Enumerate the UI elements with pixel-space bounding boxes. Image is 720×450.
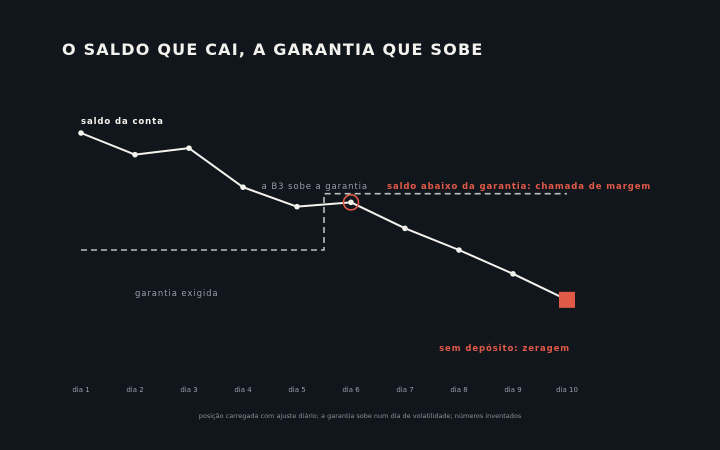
data-point xyxy=(294,203,300,210)
footnote: posição carregada com ajuste diário; a g… xyxy=(199,412,522,420)
data-point xyxy=(186,145,192,151)
threshold-line xyxy=(81,192,567,251)
data-point xyxy=(510,271,516,277)
threshold-label: garantia exigida xyxy=(135,289,219,299)
data-point xyxy=(348,199,354,206)
x-tick-label: dia 4 xyxy=(234,386,252,394)
chart-title: O SALDO QUE CAI, A GARANTIA QUE SOBE xyxy=(62,40,484,59)
liquidation-marker xyxy=(559,291,575,308)
data-point xyxy=(240,184,246,190)
x-tick-label: dia 10 xyxy=(556,386,578,394)
x-tick-label: dia 8 xyxy=(450,386,467,394)
x-tick-label: dia 5 xyxy=(288,386,305,394)
x-tick-label: dia 9 xyxy=(504,386,521,394)
data-point xyxy=(78,130,84,136)
data-point xyxy=(456,247,462,253)
x-tick-label: dia 6 xyxy=(342,386,360,394)
x-tick-label: dia 3 xyxy=(180,386,197,394)
data-point xyxy=(132,151,138,158)
series-label: saldo da conta xyxy=(81,117,164,127)
margin-call-marker xyxy=(342,194,360,211)
x-tick-label: dia 7 xyxy=(396,386,413,394)
x-tick-label: dia 2 xyxy=(126,386,143,394)
margin-call-label: saldo abaixo da garantia: chamada de mar… xyxy=(387,182,651,192)
step-label: a B3 sobe a garantia xyxy=(262,182,368,192)
liquidation-label: sem depósito: zeragem xyxy=(439,343,570,354)
x-tick-label: dia 1 xyxy=(72,386,89,394)
data-point xyxy=(402,225,408,232)
series-line xyxy=(80,132,568,301)
